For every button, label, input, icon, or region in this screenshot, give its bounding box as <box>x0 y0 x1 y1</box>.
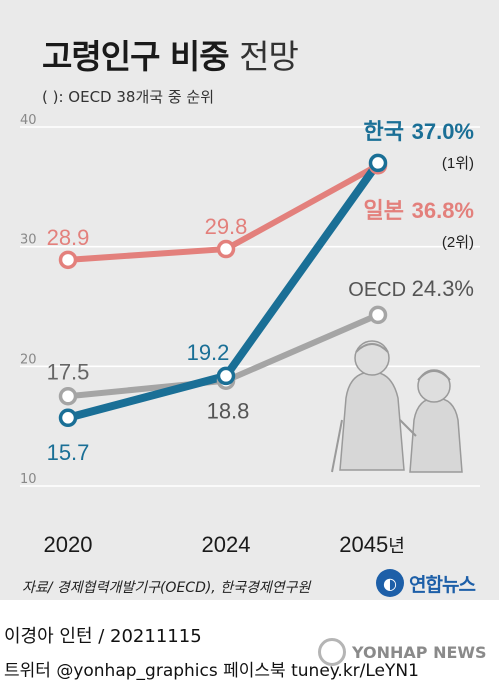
elderly-couple-illustration <box>331 340 463 473</box>
series-name-korea: 한국 <box>363 120 411 145</box>
y-tick-label-20: 20 <box>20 352 37 367</box>
chart-title-suffix: 전망 <box>239 37 299 76</box>
data-label-korea-2020: 15.7 <box>47 440 90 465</box>
data-label-korea-2024: 19.2 <box>187 340 230 365</box>
end-label-oecd: OECD 24.3% <box>348 276 474 301</box>
credit-social-links: 트위터 @yonhap_graphics 페이스북 tuney.kr/LeYN1 <box>4 661 419 681</box>
data-label-korea-2045: 37.0% <box>412 119 474 144</box>
series-name-oecd: OECD <box>348 279 411 301</box>
rank-label-japan: (2위) <box>442 234 474 251</box>
x-tick-label-2045: 2045년 <box>339 532 405 557</box>
x-tick-unit: 년 <box>388 536 405 557</box>
infographic-card: 고령인구 비중 전망 ( ): OECD 38개국 중 순위 10 20 30 40 … <box>0 0 499 600</box>
x-tick-label-2020: 2020 <box>44 532 93 557</box>
data-labels: 28.9 29.8 17.5 18.8 15.7 19.2 한국 37.0% (1위) 일본 3… <box>47 119 474 465</box>
data-point-korea-2024 <box>216 366 236 386</box>
data-label-oecd-2024: 18.8 <box>207 399 250 424</box>
chart-subtitle: ( ): OECD 38개국 중 순위 <box>42 88 214 106</box>
line-chart: 10 20 30 40 2020 2024 2045년 28.9 29.8 17.5 18.8 1… <box>20 113 480 557</box>
yonhap-logo-text: 연합뉴스 <box>409 573 476 596</box>
x-tick-label-2024: 2024 <box>202 532 251 557</box>
data-point-oecd-2020 <box>58 387 78 406</box>
watermark-text: YONHAP NEWS <box>352 642 487 662</box>
y-axis-ticks: 10 20 30 40 <box>20 113 37 487</box>
data-label-japan-2020: 28.9 <box>47 225 90 250</box>
watermark-ring-icon <box>318 638 346 666</box>
y-tick-label-10: 10 <box>20 472 37 487</box>
data-point-oecd-2045 <box>368 305 388 325</box>
series-name-japan: 일본 <box>363 199 411 224</box>
data-label-oecd-2045: 24.3% <box>412 276 474 301</box>
yonhap-logo: ◐ 연합뉴스 <box>376 568 476 598</box>
end-label-japan: 일본 36.8% <box>363 198 474 224</box>
data-point-japan-2020 <box>58 250 78 270</box>
series-points <box>58 153 388 428</box>
source-note: 자료/ 경제협력개발기구(OECD), 한국경제연구원 <box>22 580 311 596</box>
yonhap-watermark: YONHAP NEWS <box>318 636 490 668</box>
rank-label-korea: (1위) <box>442 155 474 172</box>
data-point-japan-2024 <box>216 239 236 259</box>
data-label-japan-2024: 29.8 <box>205 214 248 239</box>
y-tick-label-40: 40 <box>20 113 37 128</box>
data-label-japan-2045: 36.8% <box>412 198 474 223</box>
end-label-korea: 한국 37.0% <box>363 119 474 145</box>
data-label-oecd-2020: 17.5 <box>47 359 90 384</box>
grid-lines <box>20 126 480 487</box>
credit-author-date: 이경아 인턴 / 20211115 <box>4 626 202 647</box>
y-tick-label-30: 30 <box>20 233 37 248</box>
data-point-korea-2045 <box>368 153 388 173</box>
chart-title: 고령인구 비중 전망 <box>42 37 299 76</box>
data-point-korea-2020 <box>58 408 78 428</box>
x-axis-ticks: 2020 2024 2045년 <box>44 532 405 557</box>
yonhap-logo-icon: ◐ <box>376 569 404 597</box>
